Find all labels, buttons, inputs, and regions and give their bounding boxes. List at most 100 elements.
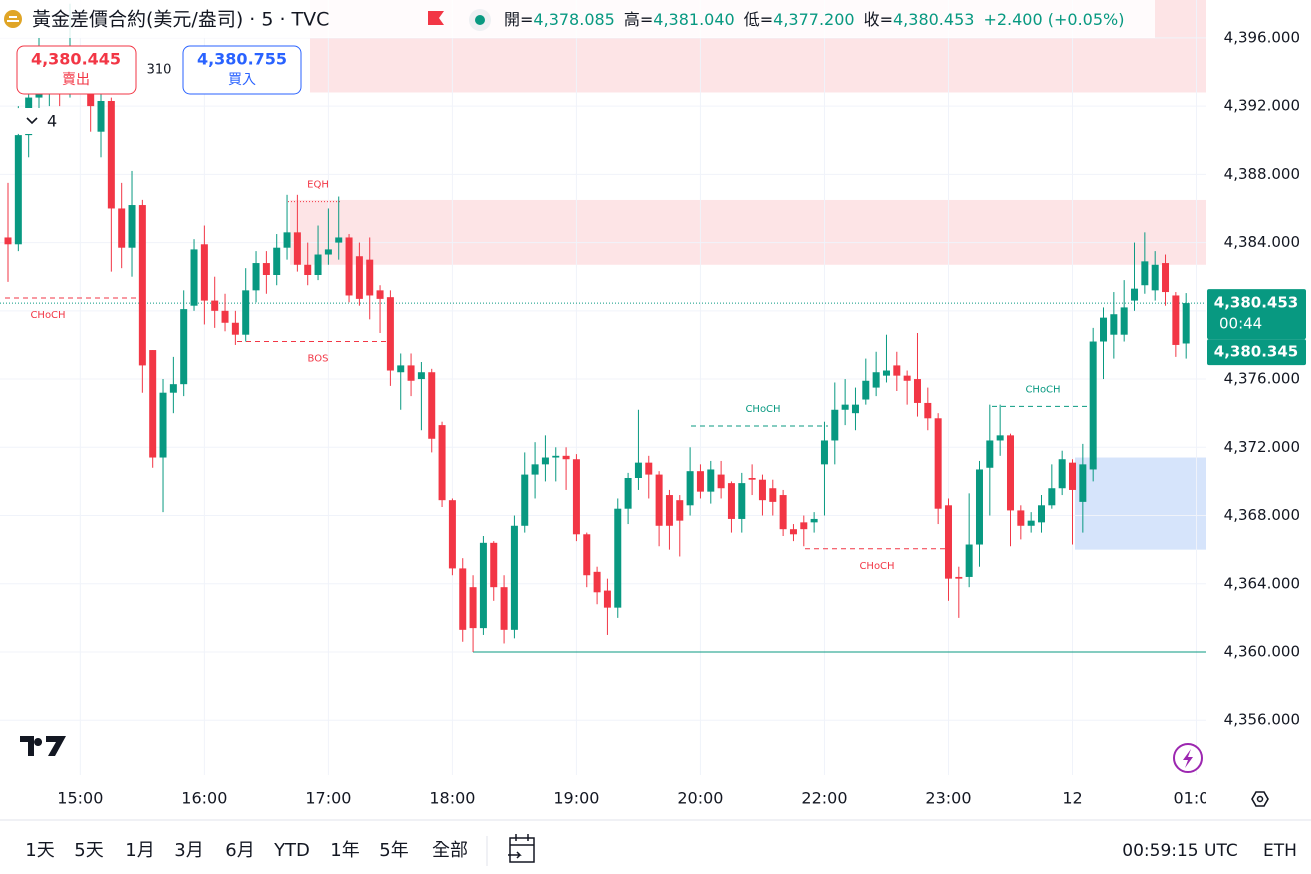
candle-body	[769, 488, 777, 502]
candle-body	[200, 244, 208, 301]
candle-body	[686, 471, 694, 506]
range-button[interactable]: 1月	[125, 840, 154, 861]
candle-body	[717, 474, 725, 489]
y-tick-label: 4,360.000	[1224, 643, 1300, 661]
candle-body	[748, 477, 756, 480]
candle-body	[4, 237, 12, 245]
candle-body	[738, 483, 746, 519]
y-tick-label: 4,368.000	[1224, 506, 1300, 524]
candle-body	[1089, 341, 1097, 470]
range-button[interactable]: 5年	[379, 840, 408, 861]
range-button[interactable]: YTD	[273, 840, 310, 861]
candle-body	[1048, 488, 1056, 506]
candle-body	[1017, 510, 1025, 526]
candle-body	[87, 89, 95, 107]
y-tick-label: 4,396.000	[1224, 28, 1300, 46]
clock: 00:59:15 UTC	[1122, 841, 1237, 861]
buy-button[interactable]	[182, 45, 302, 95]
chevron	[26, 117, 38, 125]
goto-date-icon[interactable]	[508, 834, 535, 863]
candle-body	[304, 264, 312, 275]
sell-label: 賣出	[62, 72, 90, 88]
x-tick-label: 16:00	[181, 789, 227, 808]
x-tick-label: 01:00	[1173, 789, 1219, 808]
candle-body	[490, 542, 498, 588]
sell-button[interactable]	[16, 45, 137, 95]
range-button[interactable]: 1年	[330, 840, 359, 861]
candle-body	[252, 263, 260, 291]
buy-price: 4,380.755	[197, 50, 287, 69]
candle-body	[965, 544, 973, 577]
x-tick-label: 15:00	[57, 789, 103, 808]
ohlc-value: 4,377.200	[773, 10, 854, 29]
range-button[interactable]: 3月	[174, 840, 203, 861]
indicator-count: 4	[47, 112, 57, 131]
sell-price: 4,380.445	[31, 50, 121, 69]
ohlc-label: 高=	[624, 10, 653, 29]
tv-logo[interactable]	[20, 736, 66, 756]
candle-body	[128, 205, 136, 248]
range-button[interactable]: 1天	[25, 840, 54, 861]
toolbar: 1天 5天 1月 3月 6月 YTD 1年 5年 全部	[25, 840, 468, 861]
candle-body	[924, 402, 932, 419]
candle-body	[448, 500, 456, 569]
candle-body	[335, 237, 343, 243]
alert-bolt	[1183, 749, 1193, 768]
x-tick-label: 23:00	[925, 789, 971, 808]
price-axis-bg	[1206, 0, 1311, 775]
candle-body	[138, 205, 146, 366]
candle-body	[1058, 459, 1066, 489]
candle-body	[593, 571, 601, 593]
x-tick-label: 22:00	[801, 789, 847, 808]
range-button[interactable]: 5天	[74, 840, 103, 861]
session[interactable]: ETH	[1263, 841, 1297, 861]
candle-body	[851, 404, 859, 414]
candle-body	[262, 263, 270, 275]
symbol-title[interactable]: 黃金差價合約(美元/盎司) · 5 · TVC	[32, 9, 329, 31]
candle-body	[231, 322, 239, 335]
y-tick-label: 4,372.000	[1224, 438, 1300, 456]
candle-body	[366, 259, 374, 296]
y-tick-label: 4,392.000	[1224, 97, 1300, 115]
candle-body	[655, 474, 663, 526]
x-tick-label: 19:00	[553, 789, 599, 808]
settings-icon[interactable]	[1251, 791, 1269, 807]
candle-body	[386, 297, 394, 371]
candle-body	[500, 587, 508, 630]
candle-body	[1162, 263, 1170, 293]
candle-body	[882, 370, 890, 376]
candle-body	[789, 529, 797, 535]
x-tick-label: 12	[1062, 789, 1082, 808]
candle-body	[562, 455, 570, 460]
x-tick-label: 18:00	[429, 789, 475, 808]
ohlc-label: 開=	[504, 10, 533, 29]
candle-body	[634, 462, 642, 478]
ohlc: 開=4,378.085 高=4,381.040 低=4,377.200 收=4,380…	[504, 10, 1124, 29]
candle-body	[428, 372, 436, 439]
range-button[interactable]: 6月	[225, 840, 254, 861]
candle-body	[862, 380, 870, 400]
ohlc-value: 4,380.453	[893, 10, 974, 29]
flag-icon[interactable]	[428, 11, 444, 25]
candle-body	[1141, 261, 1149, 286]
candle-body	[97, 100, 105, 132]
zone	[290, 199, 1206, 265]
candle-body	[913, 379, 921, 403]
price-tag-label: 4,380.453	[1214, 294, 1298, 312]
indicators-toggle[interactable]	[15, 108, 63, 134]
candle-body	[107, 100, 115, 209]
candle-body	[417, 372, 425, 380]
range-button[interactable]: 全部	[432, 840, 468, 861]
candle-body	[221, 310, 229, 323]
candle-body	[758, 479, 766, 501]
candle-body	[180, 309, 188, 385]
candle-body	[934, 418, 942, 509]
header-bg	[0, 0, 1155, 38]
y-tick-label: 4,376.000	[1224, 370, 1300, 388]
candles	[4, 3, 1190, 653]
candle-body	[903, 375, 911, 381]
levels: CHoCH EQH BOS CHoCH CHoCH CHoCH	[0, 180, 1206, 653]
ohlc-value: 4,378.085	[533, 10, 614, 29]
candle-body	[1110, 314, 1118, 335]
